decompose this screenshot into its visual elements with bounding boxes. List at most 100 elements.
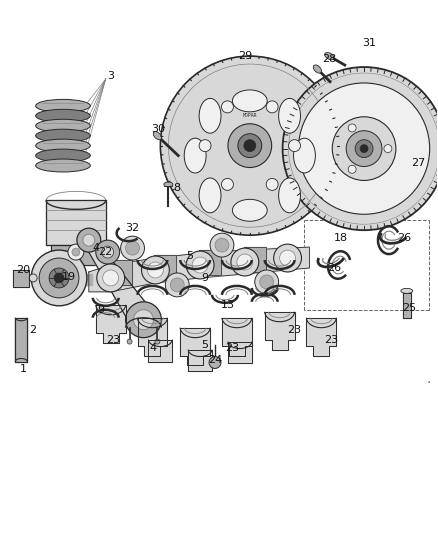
Circle shape [199, 140, 211, 151]
Ellipse shape [313, 65, 321, 73]
Circle shape [244, 140, 256, 151]
Circle shape [160, 56, 339, 235]
Ellipse shape [325, 53, 334, 60]
Polygon shape [138, 318, 167, 356]
Circle shape [222, 101, 233, 113]
Ellipse shape [279, 99, 300, 133]
Circle shape [148, 262, 163, 278]
Circle shape [231, 248, 259, 276]
Ellipse shape [35, 99, 90, 112]
Ellipse shape [35, 149, 90, 162]
Circle shape [360, 144, 368, 152]
Circle shape [83, 234, 95, 246]
Polygon shape [89, 247, 309, 292]
Text: 32: 32 [126, 223, 140, 233]
Text: 1: 1 [20, 365, 27, 375]
Ellipse shape [293, 138, 315, 173]
Polygon shape [148, 340, 172, 361]
Text: 23: 23 [225, 343, 239, 352]
Circle shape [96, 240, 120, 264]
Circle shape [209, 357, 221, 368]
Circle shape [165, 273, 189, 297]
Ellipse shape [199, 178, 221, 213]
Circle shape [274, 244, 301, 272]
Circle shape [384, 144, 392, 152]
Circle shape [192, 257, 208, 273]
Circle shape [332, 117, 396, 181]
Text: 9: 9 [201, 273, 208, 283]
Circle shape [228, 124, 272, 167]
Text: 4: 4 [92, 243, 99, 253]
Circle shape [97, 264, 124, 292]
Ellipse shape [127, 339, 132, 344]
Circle shape [126, 302, 161, 337]
Polygon shape [222, 318, 252, 356]
Polygon shape [244, 247, 266, 272]
Ellipse shape [401, 288, 413, 293]
Ellipse shape [35, 159, 90, 172]
Circle shape [260, 275, 274, 289]
Text: .: . [427, 373, 431, 386]
Polygon shape [180, 328, 210, 366]
Circle shape [289, 140, 300, 151]
Ellipse shape [279, 178, 300, 213]
Text: 27: 27 [412, 158, 426, 167]
Circle shape [126, 241, 140, 255]
Text: 13: 13 [221, 300, 235, 310]
Ellipse shape [233, 199, 267, 221]
Ellipse shape [233, 90, 267, 112]
Circle shape [298, 83, 430, 214]
Circle shape [186, 251, 214, 279]
Circle shape [31, 250, 87, 306]
Text: 4: 4 [150, 343, 157, 352]
Polygon shape [82, 240, 159, 320]
Circle shape [222, 179, 233, 190]
Circle shape [54, 273, 64, 283]
Text: 30: 30 [152, 124, 166, 134]
Polygon shape [228, 342, 252, 364]
Circle shape [215, 238, 229, 252]
Circle shape [348, 165, 356, 173]
Circle shape [77, 228, 101, 252]
Circle shape [72, 248, 80, 256]
Polygon shape [46, 200, 106, 245]
Text: 3: 3 [107, 71, 114, 81]
Polygon shape [15, 318, 27, 361]
Polygon shape [96, 305, 126, 343]
Circle shape [266, 179, 278, 190]
Text: 8: 8 [174, 183, 181, 193]
Polygon shape [199, 250, 221, 275]
Circle shape [255, 270, 279, 294]
Circle shape [279, 250, 296, 266]
Text: 31: 31 [362, 38, 376, 48]
Circle shape [283, 67, 438, 230]
Ellipse shape [155, 339, 160, 344]
Text: 25: 25 [402, 303, 416, 313]
Circle shape [49, 268, 69, 288]
Text: 24: 24 [208, 354, 222, 365]
Text: 5: 5 [201, 340, 208, 350]
Ellipse shape [35, 109, 90, 122]
Ellipse shape [153, 132, 162, 140]
Text: 23: 23 [106, 335, 121, 345]
Polygon shape [155, 255, 176, 280]
Circle shape [238, 134, 262, 158]
Circle shape [355, 140, 373, 158]
Circle shape [348, 124, 356, 132]
Text: 19: 19 [62, 272, 76, 282]
Circle shape [266, 101, 278, 113]
Ellipse shape [35, 139, 90, 152]
Ellipse shape [184, 138, 206, 173]
Circle shape [237, 254, 253, 270]
Circle shape [39, 258, 79, 298]
Circle shape [102, 246, 114, 258]
Polygon shape [265, 312, 294, 350]
Polygon shape [188, 350, 212, 372]
Text: MOPAR: MOPAR [243, 114, 257, 118]
Circle shape [210, 233, 234, 257]
Text: 22: 22 [99, 247, 113, 257]
Ellipse shape [164, 182, 173, 187]
Circle shape [103, 270, 119, 286]
Circle shape [346, 131, 382, 166]
Polygon shape [403, 293, 411, 318]
